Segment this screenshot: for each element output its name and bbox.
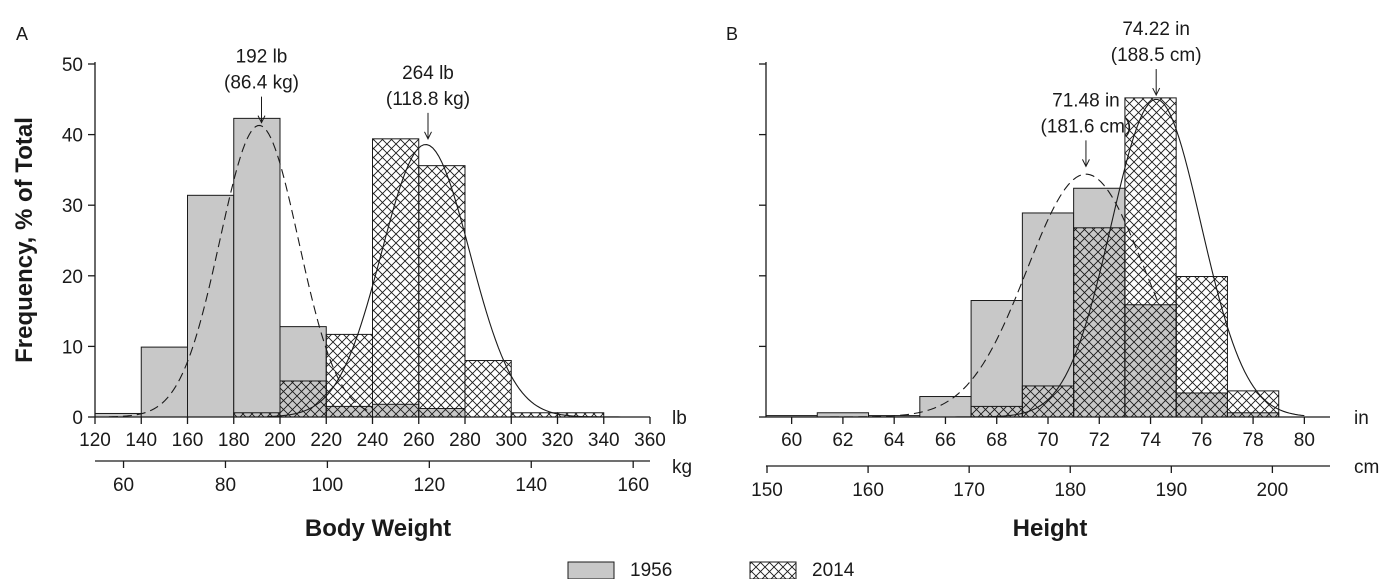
x-tick-label: 320 xyxy=(542,430,574,451)
panel-b-height: B 60 62 64 66 68 70 72 74 76 78 80 in 150 160 170 180 190… xyxy=(726,19,1379,542)
x2-tick-label: 190 xyxy=(1155,480,1187,501)
annotation-arrowhead xyxy=(257,115,266,124)
bar-2014 xyxy=(418,165,466,418)
x-tick-label: 280 xyxy=(449,430,481,451)
bar-1956 xyxy=(187,194,235,418)
x-axis-title: Height xyxy=(1013,515,1088,542)
x2-tick-label: 160 xyxy=(617,475,649,496)
y-axis-title-group: Frequency, % of Total xyxy=(11,117,38,363)
x2-tick-label: 180 xyxy=(1054,480,1086,501)
panel-letter: A xyxy=(16,24,28,44)
x-tick-label: 70 xyxy=(1037,430,1058,451)
x-tick-label: 68 xyxy=(986,430,1007,451)
legend-swatch-2014 xyxy=(749,561,797,580)
bar-2014 xyxy=(1021,385,1075,418)
x-tick-label: 240 xyxy=(357,430,389,451)
fit-curve-2014 xyxy=(945,98,1305,418)
legend: 1956 2014 xyxy=(567,560,855,581)
x2-tick-label: 80 xyxy=(215,475,236,496)
x-tick-label: 78 xyxy=(1243,430,1264,451)
annotation-arrowhead xyxy=(1081,159,1090,168)
annotation-text: 71.48 in xyxy=(1052,90,1120,111)
x2-tick-label: 140 xyxy=(515,475,547,496)
bar-2014 xyxy=(1226,390,1280,418)
annotation-text: 74.22 in xyxy=(1122,19,1190,40)
bar-2014 xyxy=(1175,276,1228,418)
annotation-arrowhead xyxy=(424,131,432,140)
panel-letter: B xyxy=(726,24,738,44)
x-tick-label: 160 xyxy=(172,430,204,451)
y-tick-label: 10 xyxy=(62,337,83,358)
x-tick-label: 72 xyxy=(1089,430,1110,451)
x2-tick-label: 170 xyxy=(953,480,985,501)
annotation-text: (188.5 cm) xyxy=(1111,45,1202,66)
annotation-text: (181.6 cm) xyxy=(1041,116,1132,137)
x-tick-label: 80 xyxy=(1294,430,1315,451)
x-tick-label: 260 xyxy=(403,430,435,451)
x-tick-label: 64 xyxy=(884,430,906,451)
x2-unit-label: kg xyxy=(672,457,692,478)
x-tick-label: 220 xyxy=(310,430,342,451)
annotation-text: (86.4 kg) xyxy=(224,73,299,94)
legend-label: 2014 xyxy=(812,560,855,579)
x-unit-label: in xyxy=(1354,408,1369,429)
bar-1956 xyxy=(233,117,281,418)
x2-tick-label: 150 xyxy=(751,480,783,501)
bar-1956 xyxy=(970,300,1023,418)
x-tick-label: 74 xyxy=(1140,430,1162,451)
bar-2014 xyxy=(970,405,1023,418)
bar-1956 xyxy=(919,396,972,418)
annotation-text: 264 lb xyxy=(402,63,454,84)
x-tick-label: 180 xyxy=(218,430,250,451)
x-tick-label: 76 xyxy=(1191,430,1212,451)
bar-2014 xyxy=(1073,227,1126,418)
x-tick-label: 62 xyxy=(832,430,853,451)
bar-2014 xyxy=(325,333,373,418)
x2-tick-label: 120 xyxy=(413,475,445,496)
annotation-text: (118.8 kg) xyxy=(386,89,470,110)
x-axis-title: Body Weight xyxy=(305,515,451,542)
y-tick-label: 50 xyxy=(62,55,83,76)
fit-curve-1956 xyxy=(108,124,369,418)
y-tick-label: 0 xyxy=(72,408,83,429)
x-unit-label: lb xyxy=(672,408,687,429)
x-tick-label: 140 xyxy=(125,430,157,451)
x2-tick-label: 100 xyxy=(312,475,344,496)
y-tick-label: 20 xyxy=(62,267,83,288)
x-tick-label: 120 xyxy=(79,430,111,451)
x-tick-label: 200 xyxy=(264,430,296,451)
bar-1956 xyxy=(1021,212,1075,418)
bar-2014 xyxy=(464,360,512,418)
x-tick-label: 60 xyxy=(781,430,802,451)
x-tick-label: 300 xyxy=(495,430,527,451)
x-tick-label: 66 xyxy=(935,430,956,451)
x-tick-label: 340 xyxy=(588,430,620,451)
panel-a-body-weight: A 0 10 20 30 40 50 120 140 160 180 200 220 240 260 280 3… xyxy=(16,24,692,542)
x2-tick-label: 160 xyxy=(852,480,884,501)
annotation-arrowhead xyxy=(1152,87,1161,97)
bar-1956 xyxy=(140,346,188,418)
x2-tick-label: 60 xyxy=(113,475,134,496)
fit-curve-2014 xyxy=(268,144,627,418)
bar-2014 xyxy=(1124,97,1177,418)
y-tick-label: 30 xyxy=(62,196,83,217)
legend-label: 1956 xyxy=(630,560,672,579)
y-axis-title: Frequency, % of Total xyxy=(11,117,38,363)
annotation-text: 192 lb xyxy=(236,47,288,68)
fit-curve-1956 xyxy=(830,173,1159,418)
x-tick-label: 360 xyxy=(634,430,666,451)
x2-unit-label: cm xyxy=(1354,457,1379,478)
bar-2014 xyxy=(372,138,420,418)
y-tick-label: 40 xyxy=(62,126,83,147)
legend-swatch-1956 xyxy=(567,561,615,580)
x2-tick-label: 200 xyxy=(1257,480,1289,501)
